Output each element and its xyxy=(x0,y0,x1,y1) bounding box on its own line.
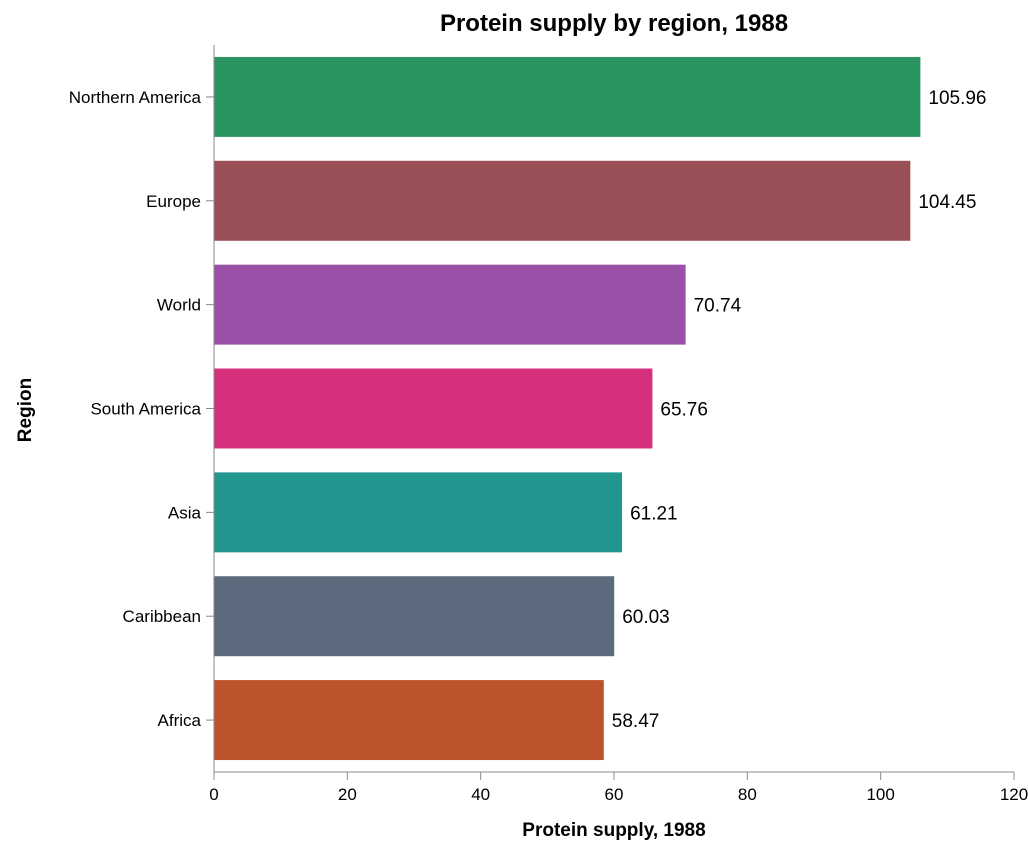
x-tick-label: 80 xyxy=(738,785,757,804)
x-tick-label: 100 xyxy=(866,785,894,804)
y-tick-label: South America xyxy=(90,400,201,419)
x-tick-label: 60 xyxy=(605,785,624,804)
y-tick-label: Northern America xyxy=(69,88,202,107)
bar-caribbean xyxy=(214,576,615,657)
value-label: 70.74 xyxy=(694,296,742,317)
bar-northern-america xyxy=(214,56,921,137)
chart-title: Protein supply by region, 1988 xyxy=(440,10,788,37)
bar-world xyxy=(214,264,686,345)
value-label: 104.45 xyxy=(918,192,976,213)
bars-layer: 105.96 104.45 70.74 65.76 61.21 60.03 58.47 xyxy=(214,56,987,761)
x-tick-label: 0 xyxy=(209,785,218,804)
y-tick-label: Europe xyxy=(146,192,201,211)
x-axis-title: Protein supply, 1988 xyxy=(522,820,705,841)
y-axis-title: Region xyxy=(15,378,36,442)
value-label: 60.03 xyxy=(622,607,670,628)
value-label: 61.21 xyxy=(630,503,678,524)
x-tick-label: 20 xyxy=(338,785,357,804)
value-label: 65.76 xyxy=(660,400,708,421)
value-label: 58.47 xyxy=(612,711,660,732)
y-tick-label: Africa xyxy=(158,711,202,730)
bar-africa xyxy=(214,680,604,761)
bar-europe xyxy=(214,160,911,241)
x-tick-label: 120 xyxy=(1000,785,1028,804)
x-tick-label: 40 xyxy=(471,785,490,804)
y-tick-label: Caribbean xyxy=(123,607,201,626)
axes-layer: Northern America Europe World South America… xyxy=(69,45,1028,804)
bar-asia xyxy=(214,472,623,553)
y-tick-label: World xyxy=(157,296,201,315)
bar-south-america xyxy=(214,368,653,449)
y-tick-label: Asia xyxy=(168,503,202,522)
value-label: 105.96 xyxy=(928,88,986,109)
